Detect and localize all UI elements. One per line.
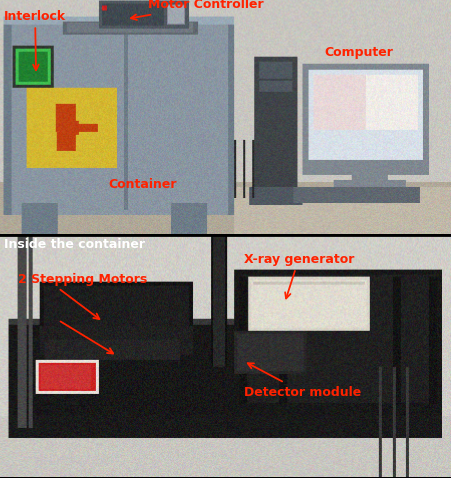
Text: Computer: Computer [324,46,393,59]
Text: 2 Stepping Motors: 2 Stepping Motors [18,273,147,286]
Text: Inside the container: Inside the container [4,239,145,251]
Text: Interlock: Interlock [4,10,66,70]
Text: Container: Container [108,178,176,191]
Text: X-ray generator: X-ray generator [243,252,353,298]
Text: Motor Controller: Motor Controller [131,0,263,20]
Text: Detector module: Detector module [243,363,360,399]
